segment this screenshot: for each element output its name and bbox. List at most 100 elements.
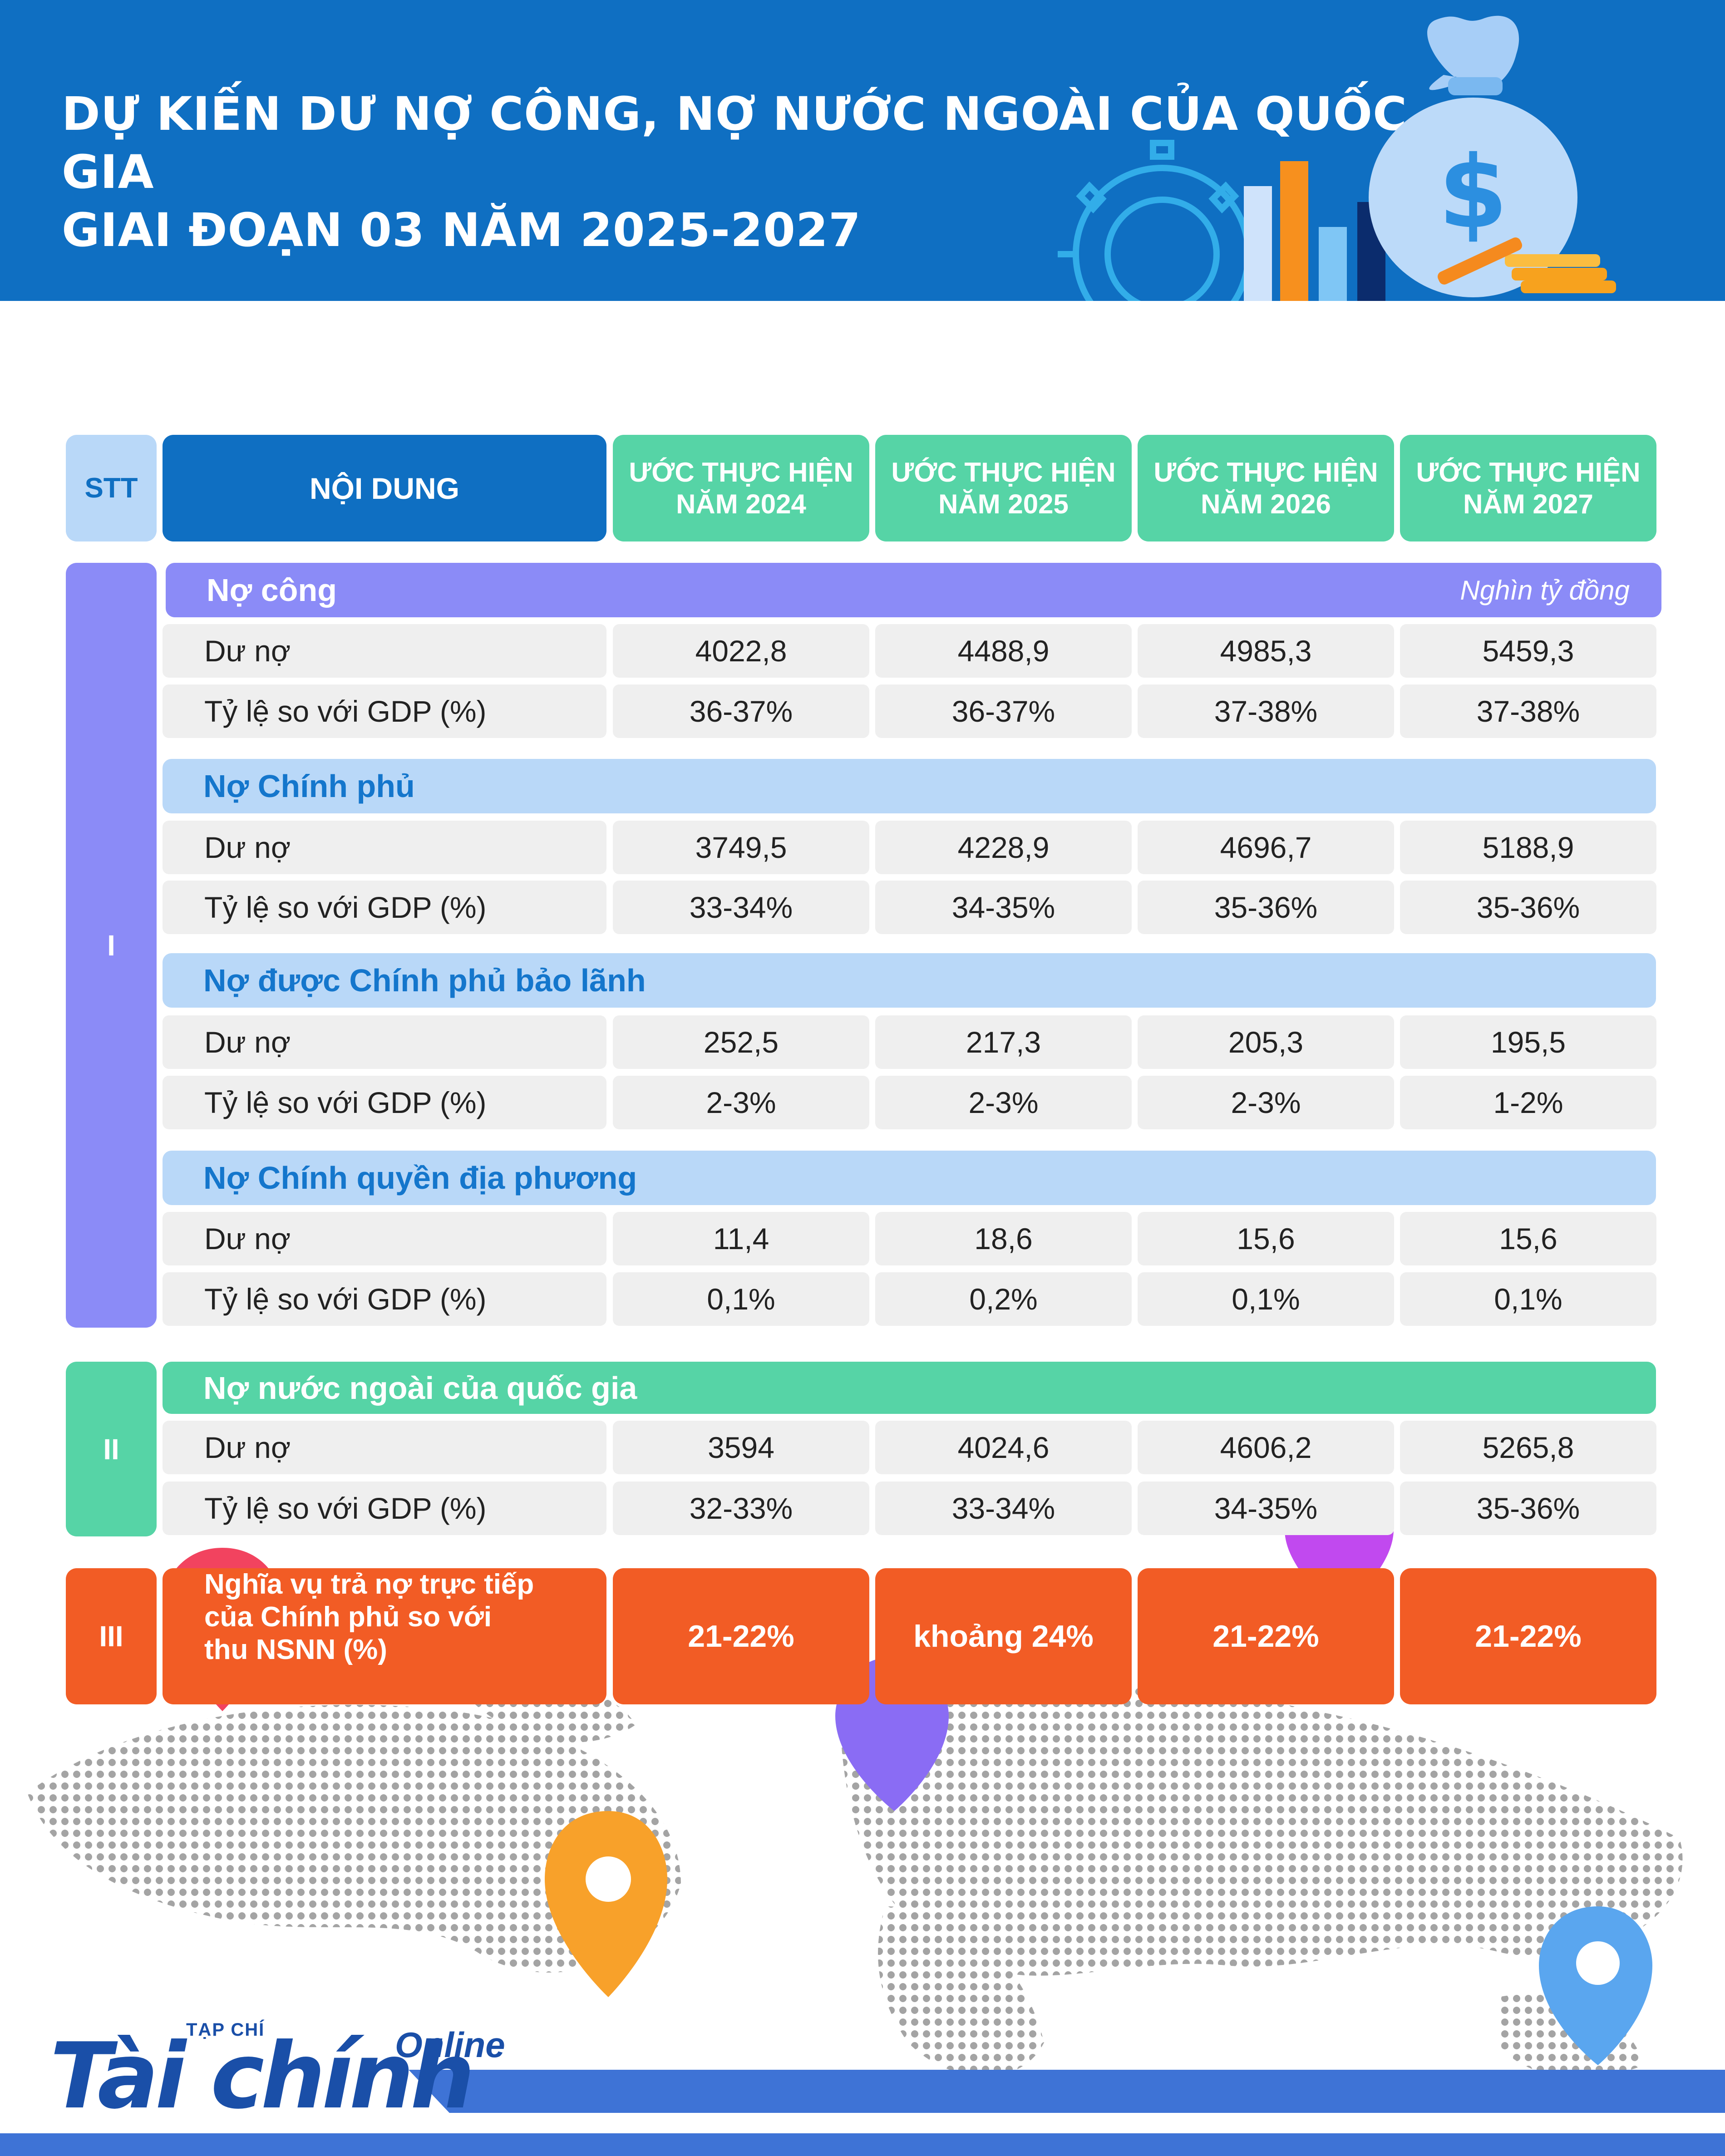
debt-service-2027: 21-22% (1400, 1568, 1656, 1704)
cell-value: 195,5 (1400, 1015, 1656, 1069)
header-banner: DỰ KIẾN DƯ NỢ CÔNG, NỢ NƯỚC NGOÀI CỦA QU… (0, 0, 1725, 301)
year-header-line1: ƯỚC THỰC HIỆN (1416, 457, 1641, 487)
cell-value: 35-36% (1138, 881, 1394, 934)
label-line: thu NSNN (%) (204, 1634, 387, 1665)
cell-value: 11,4 (613, 1212, 869, 1265)
cell-value: 4488,9 (875, 624, 1132, 678)
cell-value: 252,5 (613, 1015, 869, 1069)
debt-service-2025: khoảng 24% (875, 1568, 1132, 1704)
debt-service-label: Nghĩa vụ trả nợ trực tiếp của Chính phủ … (163, 1568, 606, 1704)
logo-online-text: Online (395, 2025, 505, 2065)
logo-main-text: Tài chính (50, 2023, 475, 2129)
cell-value: 0,1% (1400, 1272, 1656, 1326)
debt-service-2026: 21-22% (1138, 1568, 1394, 1704)
cell-value: 5265,8 (1400, 1421, 1656, 1474)
cell-value: 2-3% (1138, 1076, 1394, 1129)
money-bag-icon: $ (1369, 15, 1577, 297)
row-label-debt: Dư nợ (163, 1015, 606, 1069)
row-label-debt: Dư nợ (163, 624, 606, 678)
group-title: Nợ công (207, 572, 337, 608)
group-title-external-debt: Nợ nước ngoài của quốc gia (163, 1362, 1656, 1414)
year-header-line2: NĂM 2025 (938, 488, 1069, 519)
cell-value: 2-3% (875, 1076, 1132, 1129)
row-label-ratio: Tỷ lệ so với GDP (%) (163, 881, 606, 934)
cell-value: 4228,9 (875, 821, 1132, 874)
column-header-stt: STT (66, 435, 157, 541)
group-title-government-debt: Nợ Chính phủ (163, 759, 1656, 813)
group-title-local-government-debt: Nợ Chính quyền địa phương (163, 1151, 1656, 1205)
logo-small-text: TẠP CHÍ (186, 2020, 265, 2040)
cell-value: 4985,3 (1138, 624, 1394, 678)
footer-bar (0, 2070, 1725, 2156)
cell-value: 5188,9 (1400, 821, 1656, 874)
cell-value: 1-2% (1400, 1076, 1656, 1129)
year-header-line2: NĂM 2024 (676, 488, 806, 519)
cell-value: 217,3 (875, 1015, 1132, 1069)
year-header-line2: NĂM 2026 (1201, 488, 1331, 519)
cell-value: 205,3 (1138, 1015, 1394, 1069)
title-line-2: GIAI ĐOẠN 03 NĂM 2025-2027 (62, 203, 861, 257)
cell-value: 0,2% (875, 1272, 1132, 1326)
cell-value: 18,6 (875, 1212, 1132, 1265)
column-header-2027: ƯỚC THỰC HIỆN NĂM 2027 (1400, 435, 1656, 541)
cell-value: 33-34% (875, 1482, 1132, 1535)
column-header-2024: ƯỚC THỰC HIỆN NĂM 2024 (613, 435, 869, 541)
row-label-debt: Dư nợ (163, 1212, 606, 1265)
row-label-ratio: Tỷ lệ so với GDP (%) (163, 1482, 606, 1535)
debt-service-2024: 21-22% (613, 1568, 869, 1704)
group-title-guaranteed-debt: Nợ được Chính phủ bảo lãnh (163, 953, 1656, 1008)
bar-chart-icon (1244, 161, 1385, 301)
cell-value: 35-36% (1400, 1482, 1656, 1535)
section-roman-ii: II (66, 1362, 157, 1536)
world-map-illustration (27, 1521, 1683, 2078)
gear-icon (1058, 140, 1267, 301)
cell-value: 0,1% (613, 1272, 869, 1326)
row-label-ratio: Tỷ lệ so với GDP (%) (163, 1076, 606, 1129)
magazine-logo: TẠP CHÍ Tài chính Online (50, 2015, 527, 2133)
cell-value: 35-36% (1400, 881, 1656, 934)
label-line: Nghĩa vụ trả nợ trực tiếp (204, 1569, 534, 1600)
cell-value: 4606,2 (1138, 1421, 1394, 1474)
pin-icon-orange (545, 1811, 667, 1997)
group-title-public-debt: Nợ công Nghìn tỷ đồng (166, 563, 1661, 617)
cell-value: 15,6 (1400, 1212, 1656, 1265)
header-illustration: $ (1058, 15, 1616, 301)
cell-value: 37-38% (1400, 684, 1656, 738)
cell-value: 33-34% (613, 881, 869, 934)
page-title: DỰ KIẾN DƯ NỢ CÔNG, NỢ NƯỚC NGOÀI CỦA QU… (62, 85, 1469, 260)
year-header-line1: ƯỚC THỰC HIỆN (891, 457, 1116, 487)
column-header-2026: ƯỚC THỰC HIỆN NĂM 2026 (1138, 435, 1394, 541)
cell-value: 5459,3 (1400, 624, 1656, 678)
cell-value: 32-33% (613, 1482, 869, 1535)
pin-icon-blue (1539, 1906, 1652, 2065)
cell-value: 37-38% (1138, 684, 1394, 738)
column-header-2025: ƯỚC THỰC HIỆN NĂM 2025 (875, 435, 1132, 541)
section-roman-iii: III (66, 1568, 157, 1704)
cell-value: 0,1% (1138, 1272, 1394, 1326)
row-label-debt: Dư nợ (163, 1421, 606, 1474)
cell-value: 4022,8 (613, 624, 869, 678)
cell-value: 4696,7 (1138, 821, 1394, 874)
cell-value: 3594 (613, 1421, 869, 1474)
svg-text:$: $ (1438, 134, 1508, 251)
cell-value: 34-35% (875, 881, 1132, 934)
column-header-content: NỘI DUNG (163, 435, 606, 541)
cell-value: 15,6 (1138, 1212, 1394, 1265)
coins-icon (1437, 237, 1616, 293)
title-line-1: DỰ KIẾN DƯ NỢ CÔNG, NỢ NƯỚC NGOÀI CỦA QU… (62, 87, 1407, 199)
label-line: của Chính phủ so với (204, 1601, 492, 1633)
cell-value: 34-35% (1138, 1482, 1394, 1535)
row-label-ratio: Tỷ lệ so với GDP (%) (163, 1272, 606, 1326)
row-label-debt: Dư nợ (163, 821, 606, 874)
unit-note: Nghìn tỷ đồng (1460, 575, 1630, 605)
cell-value: 3749,5 (613, 821, 869, 874)
year-header-line1: ƯỚC THỰC HIỆN (1153, 457, 1378, 487)
row-label-ratio: Tỷ lệ so với GDP (%) (163, 684, 606, 738)
section-roman-i: I (66, 563, 157, 1328)
cell-value: 36-37% (613, 684, 869, 738)
year-header-line2: NĂM 2027 (1463, 488, 1593, 519)
year-header-line1: ƯỚC THỰC HIỆN (629, 457, 853, 487)
pin-icon-magenta (1285, 1521, 1394, 1611)
cell-value: 4024,6 (875, 1421, 1132, 1474)
cell-value: 2-3% (613, 1076, 869, 1129)
